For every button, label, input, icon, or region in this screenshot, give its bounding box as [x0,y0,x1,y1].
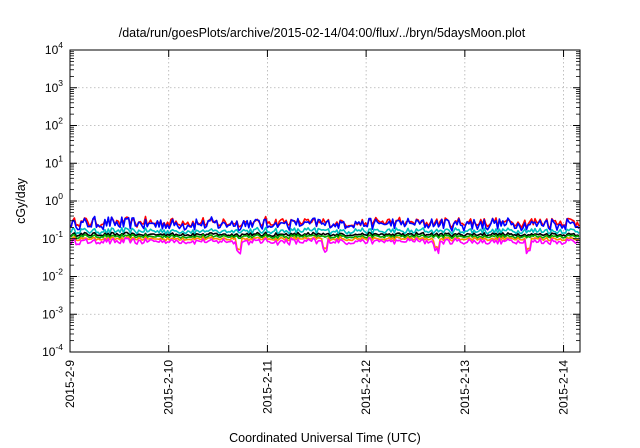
series-group [70,215,580,255]
y-tick-label: 104 [45,40,63,57]
series-line [70,235,579,251]
y-tick-label: 10-4 [42,342,63,359]
series-line [70,237,580,255]
y-tick-label: 10-1 [42,229,63,246]
y-tick-label: 103 [45,78,63,95]
y-axis-label: cGy/day [14,177,28,224]
x-tick-label: 2015-2-11 [260,360,274,414]
x-tick-label: 2015-2-12 [359,360,373,415]
y-tick-label: 10-3 [42,304,63,321]
y-axis: 10-4 10-3 10-2 10-1 100 101 102 103 104 [42,40,580,359]
y-tick-label: 100 [45,191,63,208]
series-line [70,233,580,240]
series-line [70,215,580,232]
y-tick-label: 102 [45,116,63,133]
x-axis-label: Coordinated Universal Time (UTC) [229,431,421,445]
series-line [70,226,580,236]
y-tick-label: 10-2 [42,267,63,284]
x-tick-label: 2015-2-9 [63,360,77,408]
chart-title: /data/run/goesPlots/archive/2015-02-14/0… [119,26,526,40]
x-tick-label: 2015-2-13 [458,360,472,415]
x-axis: 2015-2-9 2015-2-10 2015-2-11 2015-2-12 2015-… [63,50,571,415]
grid [70,50,580,352]
y-tick-label: 101 [45,153,63,170]
x-tick-label: 2015-2-14 [557,360,571,415]
series-line [70,231,580,238]
x-tick-label: 2015-2-10 [162,360,176,415]
